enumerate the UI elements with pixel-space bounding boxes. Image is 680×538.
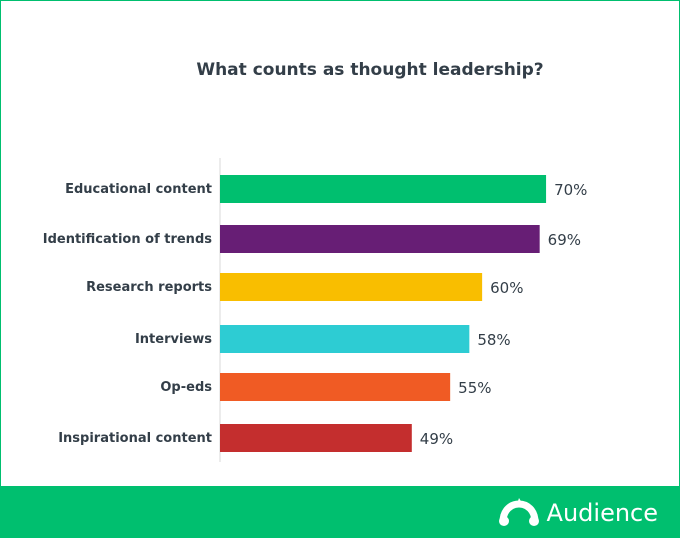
- category-label: Interviews: [135, 332, 212, 347]
- bar: [220, 424, 412, 452]
- category-label: Educational content: [65, 182, 212, 197]
- chart-title: What counts as thought leadership?: [196, 60, 544, 80]
- category-label: Inspirational content: [58, 431, 212, 446]
- bar: [220, 175, 547, 203]
- bar: [220, 373, 451, 401]
- bar: [220, 273, 483, 301]
- monkey-logo-icon: [498, 498, 539, 526]
- value-label: 70%: [554, 181, 587, 199]
- value-label: 55%: [458, 379, 491, 397]
- category-label: Research reports: [86, 280, 212, 295]
- category-label: Op-eds: [160, 380, 212, 395]
- bar: [220, 225, 540, 253]
- footer-bar: Audience: [0, 486, 680, 538]
- brand-name: Audience: [546, 499, 658, 527]
- brand-logo: Audience: [498, 498, 658, 528]
- value-label: 49%: [420, 430, 453, 448]
- bar-chart: Educational content 70% Identification of …: [43, 158, 587, 462]
- category-label: Identification of trends: [43, 232, 212, 247]
- value-label: 69%: [548, 231, 581, 249]
- bar: [220, 325, 470, 353]
- value-label: 58%: [477, 331, 510, 349]
- value-label: 60%: [490, 279, 523, 297]
